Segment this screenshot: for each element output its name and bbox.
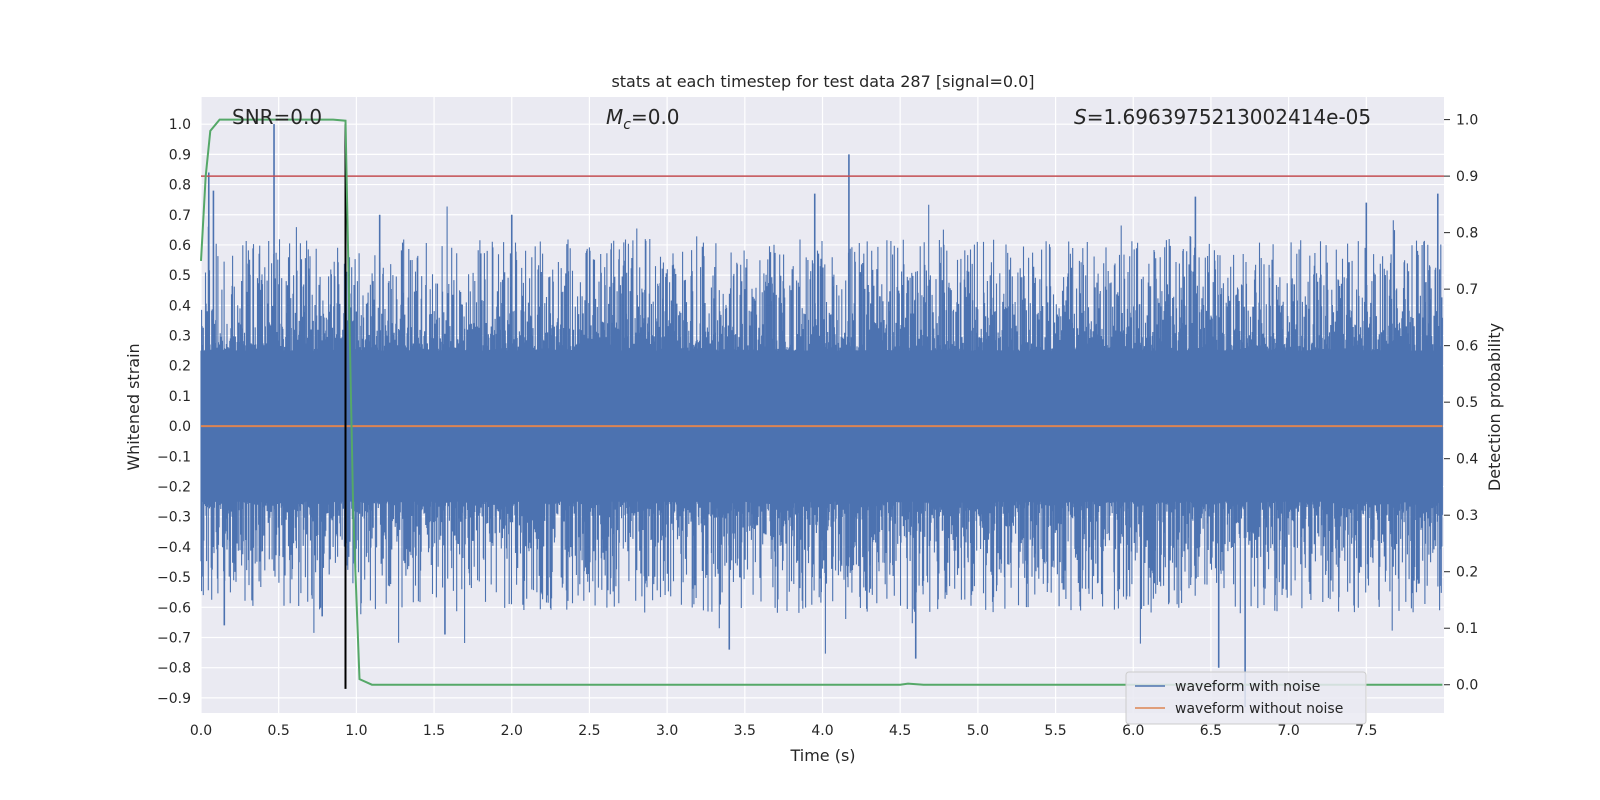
y2-tick-label: 0.2 xyxy=(1456,565,1478,581)
y2-tick-label: 0.8 xyxy=(1456,226,1478,242)
y-axis-label: Whitened strain xyxy=(124,343,143,470)
overlay-lines xyxy=(200,118,1444,689)
y-tick-label: 0.8 xyxy=(169,178,191,194)
x-axis-label: Time (s) xyxy=(789,746,855,765)
y2-tick-label: 0.3 xyxy=(1456,508,1478,524)
y2-tick-label: 0.4 xyxy=(1456,452,1478,468)
legend: waveform with noise waveform without noi… xyxy=(1125,671,1367,725)
y2-axis-label: Detection probability xyxy=(1485,323,1504,491)
y2-tick-label: 0.6 xyxy=(1456,339,1478,355)
x-tick-label: 7.0 xyxy=(1277,723,1299,739)
y-tick-label: −0.8 xyxy=(157,661,191,677)
x-tick-label: 6.0 xyxy=(1122,723,1144,739)
y2-tick-label: 1.0 xyxy=(1456,113,1478,129)
legend-box xyxy=(1125,671,1367,725)
y-tick-label: −0.1 xyxy=(157,449,191,465)
chart-title: stats at each timestep for test data 287… xyxy=(611,72,1034,91)
y-tick-label: 0.9 xyxy=(169,147,191,163)
series-waveform-with-noise xyxy=(200,124,1443,707)
y-tick-label: 0.6 xyxy=(169,238,191,254)
y2-tick-label: 0.5 xyxy=(1456,395,1478,411)
y-tick-label: 0.7 xyxy=(169,208,191,224)
y-tick-label: −0.5 xyxy=(157,570,191,586)
y-tick-label: 0.2 xyxy=(169,359,191,375)
y-tick-label: 0.3 xyxy=(169,329,191,345)
x-tick-label: 0.5 xyxy=(268,723,290,739)
y-tick-label: −0.3 xyxy=(157,510,191,526)
x-tick-label: 4.0 xyxy=(811,723,833,739)
y-tick-label: 1.0 xyxy=(169,117,191,133)
y-tick-label: −0.4 xyxy=(157,540,191,556)
chirp-mass-value: =0.0 xyxy=(631,105,680,129)
axis-ticks: 0.0 0.5 1.0 1.5 2.0 2.5 3.0 3.5 4.0 4.5 5.0 5.5 6.0 6… xyxy=(157,113,1478,739)
x-tick-label: 3.0 xyxy=(656,723,678,739)
y-tick-label: 0.1 xyxy=(169,389,191,405)
x-tick-label: 7.5 xyxy=(1355,723,1377,739)
y-tick-label: 0.5 xyxy=(169,268,191,284)
x-tick-label: 1.0 xyxy=(345,723,367,739)
statistic-value: =1.6963975213002414e-05 xyxy=(1087,105,1371,129)
chirp-mass-symbol: M xyxy=(606,105,623,129)
x-tick-label: 4.5 xyxy=(889,723,911,739)
x-tick-label: 0.0 xyxy=(190,723,212,739)
y-tick-label: −0.7 xyxy=(157,631,191,647)
y2-tick-label: 0.1 xyxy=(1456,621,1478,637)
snr-statistic-annotation: S=1.6963975213002414e-05 xyxy=(1074,105,1371,129)
y-tick-label: −0.2 xyxy=(157,480,191,496)
noise-trace xyxy=(200,204,1443,654)
series-detection-probability xyxy=(200,118,1443,686)
x-tick-label: 5.0 xyxy=(967,723,989,739)
x-tick-label: 6.5 xyxy=(1200,723,1222,739)
y2-tick-label: 0.9 xyxy=(1456,169,1478,185)
snr-annotation: SNR=0.0 xyxy=(232,105,322,129)
y-tick-label: 0.4 xyxy=(169,298,191,314)
x-tick-label: 5.5 xyxy=(1044,723,1066,739)
legend-label-waveform-without-noise: waveform without noise xyxy=(1175,701,1343,717)
y-tick-label: 0.0 xyxy=(169,419,191,435)
y-tick-label: −0.6 xyxy=(157,600,191,616)
x-tick-label: 2.5 xyxy=(578,723,600,739)
chirp-mass-annotation: Mc=0.0 xyxy=(606,105,680,133)
x-tick-label: 1.5 xyxy=(423,723,445,739)
y2-tick-label: 0.7 xyxy=(1456,282,1478,298)
y-tick-label: −0.9 xyxy=(157,691,191,707)
legend-label-waveform-with-noise: waveform with noise xyxy=(1175,679,1320,695)
chirp-mass-subscript: c xyxy=(623,117,631,133)
x-tick-label: 3.5 xyxy=(734,723,756,739)
x-tick-label: 2.0 xyxy=(501,723,523,739)
statistic-symbol: S xyxy=(1074,105,1087,129)
y2-tick-label: 0.0 xyxy=(1456,678,1478,694)
